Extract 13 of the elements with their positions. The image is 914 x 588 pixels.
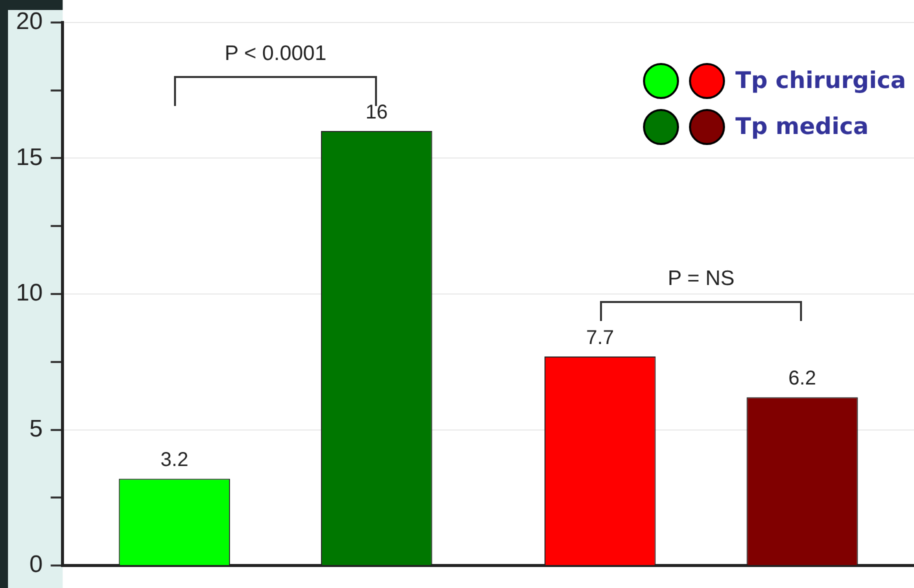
data-label: 3.2 — [160, 449, 188, 472]
legend-label: Tp medica — [735, 114, 869, 140]
y-tick-label: 20 — [16, 8, 43, 36]
data-label: 16 — [365, 102, 388, 124]
data-label: 6.2 — [788, 368, 816, 390]
y-tick-label: 0 — [29, 551, 43, 578]
y-tick-label: 5 — [29, 415, 43, 442]
y-tick-label: 15 — [16, 144, 43, 171]
y-tick-label: 10 — [16, 280, 43, 307]
data-label: 7.7 — [586, 326, 614, 349]
legend-label: Tp chirurgica — [735, 68, 906, 94]
annotation: P = NS — [668, 267, 735, 292]
annotation: P < 0.0001 — [224, 42, 326, 66]
